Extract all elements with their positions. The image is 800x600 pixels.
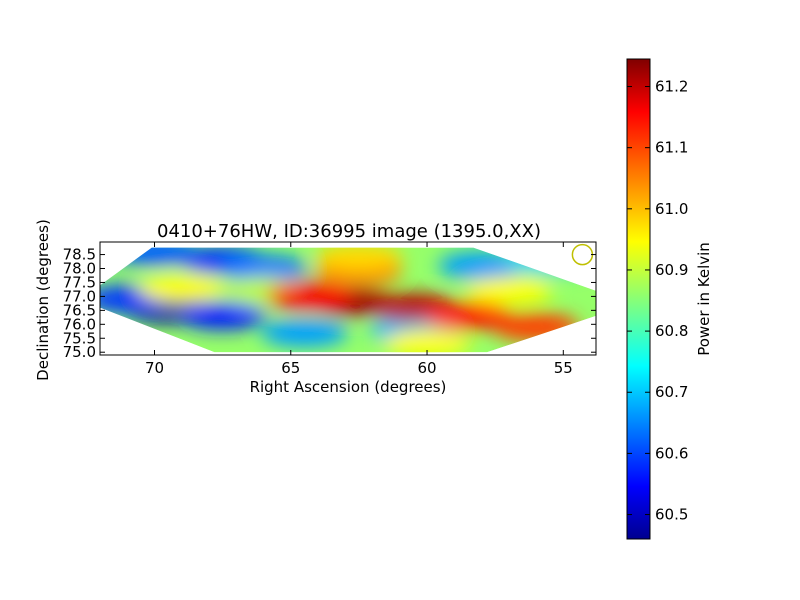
y-axis-ticks: 75.075.576.076.577.077.578.078.5 (63, 246, 596, 361)
heatmap-region (179, 301, 267, 330)
x-tick-label: 55 (554, 359, 573, 377)
heatmap-region (315, 247, 403, 272)
y-tick-label: 75.5 (63, 329, 96, 347)
heatmap-region (138, 274, 226, 302)
heatmap-region (266, 282, 354, 311)
y-tick-label: 76.0 (63, 315, 96, 333)
chart-title: 0410+76HW, ID:36995 image (1395.0,XX) (157, 221, 541, 242)
colorbar-label: Power in Kelvin (695, 242, 713, 356)
x-tick-label: 60 (417, 359, 436, 377)
x-tick-label: 65 (281, 359, 300, 377)
y-axis-label: Declination (degrees) (34, 219, 52, 381)
colorbar-tick-label: 60.6 (655, 444, 688, 462)
colorbar-tick-label: 61.0 (655, 200, 688, 218)
heatmap-region (492, 313, 580, 342)
x-tick-label: 70 (145, 359, 164, 377)
heatmap-region (260, 318, 348, 347)
plot-frame (99, 241, 597, 356)
heatmap-region (506, 247, 594, 275)
y-tick-label: 78.0 (63, 260, 96, 278)
heatmap-panel: 70 65 60 55 75.075.576.076.577.077.578.078.… (63, 241, 597, 377)
x-axis-label: Right Ascension (degrees) (250, 378, 447, 396)
colorbar-ticks: 60.5 60.6 60.7 60.8 60.9 61.0 61.1 61.2 (627, 78, 688, 524)
heatmap-region (465, 276, 553, 305)
colorbar-tick-label: 60.8 (655, 322, 688, 340)
y-tick-label: 77.5 (63, 273, 96, 291)
colorbar-tick-label: 61.2 (655, 78, 688, 96)
colorbar-tick-label: 60.5 (655, 506, 688, 524)
beam-marker (571, 243, 594, 266)
heatmap-region (383, 329, 471, 353)
y-tick-label: 77.0 (63, 287, 96, 305)
y-tick-label: 75.0 (63, 343, 96, 361)
colorbar: 60.5 60.6 60.7 60.8 60.9 61.0 61.1 61.2 Power i… (626, 58, 713, 540)
colorbar-tick-label: 60.9 (655, 261, 688, 279)
heatmap-region (219, 254, 308, 283)
colorbar-gradient (626, 58, 651, 540)
y-tick-label: 76.5 (63, 301, 96, 319)
colorbar-tick-label: 60.7 (655, 383, 688, 401)
x-axis-ticks: 70 65 60 55 (145, 242, 573, 377)
heatmap-region (437, 251, 526, 280)
y-tick-label: 78.5 (63, 246, 96, 264)
heatmap-region (424, 301, 512, 330)
colorbar-tick-label: 61.1 (655, 139, 688, 157)
